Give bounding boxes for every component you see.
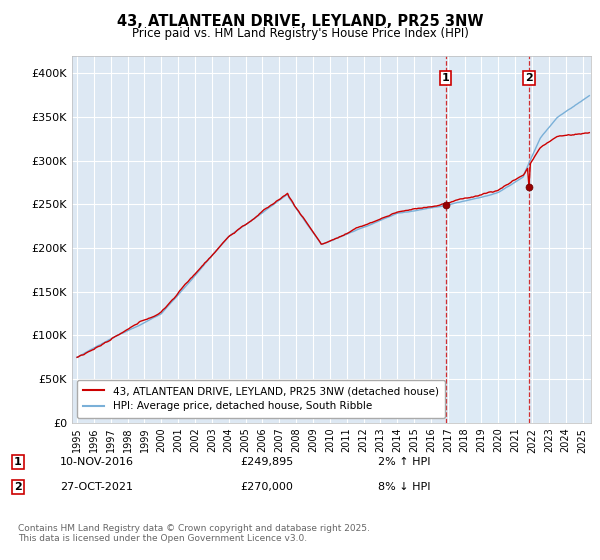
Text: 8% ↓ HPI: 8% ↓ HPI [378,482,431,492]
Text: Contains HM Land Registry data © Crown copyright and database right 2025.
This d: Contains HM Land Registry data © Crown c… [18,524,370,543]
Text: 2: 2 [525,73,533,83]
Text: £270,000: £270,000 [240,482,293,492]
Text: 43, ATLANTEAN DRIVE, LEYLAND, PR25 3NW: 43, ATLANTEAN DRIVE, LEYLAND, PR25 3NW [117,14,483,29]
Text: 1: 1 [14,457,22,467]
Text: 27-OCT-2021: 27-OCT-2021 [60,482,133,492]
Bar [446,56,529,423]
Text: 2: 2 [14,482,22,492]
Legend: 43, ATLANTEAN DRIVE, LEYLAND, PR25 3NW (detached house), HPI: Average price, det: 43, ATLANTEAN DRIVE, LEYLAND, PR25 3NW (… [77,380,445,418]
Text: £249,895: £249,895 [240,457,293,467]
Text: 1: 1 [442,73,449,83]
Text: Price paid vs. HM Land Registry's House Price Index (HPI): Price paid vs. HM Land Registry's House … [131,27,469,40]
Text: 10-NOV-2016: 10-NOV-2016 [60,457,134,467]
Text: 2% ↑ HPI: 2% ↑ HPI [378,457,431,467]
